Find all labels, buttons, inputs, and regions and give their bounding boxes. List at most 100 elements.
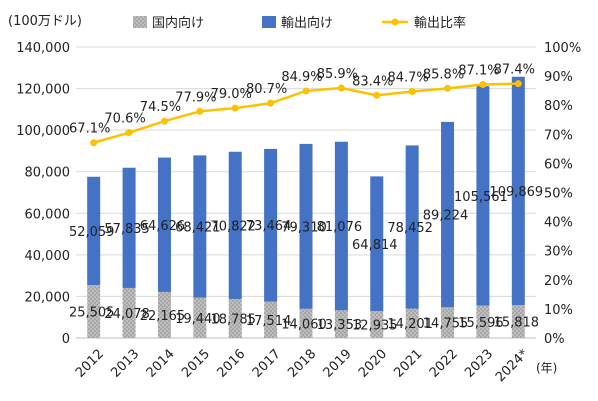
bar-domestic bbox=[264, 301, 278, 338]
data-label-domestic: 13,353 bbox=[317, 318, 363, 333]
data-label-ratio: 77.9% bbox=[175, 90, 216, 105]
data-labels: 25,505 52,059 67.1% 24,078 57,835 70.6% 22,165… bbox=[69, 63, 543, 334]
bar-export bbox=[122, 167, 136, 288]
data-label-export: 89,224 bbox=[423, 209, 469, 224]
y-left-tick-label: 80,000 bbox=[25, 166, 71, 181]
ratio-point bbox=[231, 104, 239, 112]
data-label-export: 52,059 bbox=[69, 225, 115, 240]
data-label-domestic: 12,935 bbox=[352, 319, 398, 334]
legend-label-export: 輸出向け bbox=[281, 15, 333, 31]
bar-domestic bbox=[441, 307, 455, 338]
y-left-tick-label: 100,000 bbox=[16, 124, 70, 139]
ratio-point bbox=[90, 139, 98, 147]
y-left-tick-label: 60,000 bbox=[25, 207, 71, 222]
right-axis: 0% 10% 20% 30% 40% 50% 60% 70% 80% 90% 100% bbox=[544, 41, 581, 347]
y-right-tick-label: 30% bbox=[544, 245, 573, 260]
data-label-export: 109,869 bbox=[489, 185, 543, 200]
x-tick-label: 2021 bbox=[391, 347, 425, 381]
ratio-point bbox=[125, 129, 133, 137]
data-label-export: 105,561 bbox=[454, 190, 508, 205]
ratio-point bbox=[302, 87, 310, 95]
bar-domestic bbox=[157, 291, 171, 338]
x-tick-label: 2020 bbox=[356, 347, 390, 381]
data-label-export: 79,310 bbox=[281, 220, 327, 235]
x-tick-label: 2012 bbox=[73, 347, 107, 381]
data-label-export: 64,626 bbox=[140, 219, 186, 234]
bar-export bbox=[87, 176, 101, 285]
bar-domestic bbox=[405, 308, 419, 338]
x-tick-label: 2019 bbox=[321, 347, 355, 381]
ratio-point bbox=[444, 84, 452, 92]
bar-export bbox=[511, 76, 525, 306]
x-tick-label: 2014 bbox=[144, 347, 178, 381]
ratio-point bbox=[408, 88, 416, 96]
bar-domestic bbox=[87, 284, 101, 338]
data-label-domestic: 18,785 bbox=[210, 312, 256, 327]
y-left-tick-label: 120,000 bbox=[16, 83, 70, 98]
bar-export bbox=[334, 141, 348, 311]
ratio-point bbox=[373, 91, 381, 99]
y-left-tick-label: 40,000 bbox=[25, 249, 71, 264]
data-label-ratio: 87.4% bbox=[494, 63, 535, 78]
data-label-ratio: 79.0% bbox=[211, 87, 252, 102]
y-right-tick-label: 60% bbox=[544, 157, 573, 172]
data-label-domestic: 14,201 bbox=[387, 317, 433, 332]
legend-swatch-domestic bbox=[133, 16, 147, 28]
x-tick-label: 2013 bbox=[108, 347, 142, 381]
data-label-domestic: 25,505 bbox=[69, 305, 115, 320]
data-label-domestic: 15,818 bbox=[494, 316, 540, 331]
y-right-tick-label: 80% bbox=[544, 99, 573, 114]
x-tick-label: 2022 bbox=[427, 347, 461, 381]
bar-export bbox=[264, 148, 278, 302]
data-label-export: 68,421 bbox=[175, 220, 221, 235]
x-axis: 2012 2013 2014 2015 2016 2017 2018 2019 2020 2021… bbox=[73, 346, 532, 385]
ratio-point bbox=[160, 117, 168, 125]
x-tick-label: 2016 bbox=[214, 347, 248, 381]
ratio-point bbox=[196, 107, 204, 115]
x-unit-label: (年) bbox=[536, 361, 557, 375]
bar-domestic bbox=[228, 298, 242, 338]
legend: 国内向け 輸出向け 輸出比率 bbox=[133, 15, 466, 31]
x-tick-label: 2024* bbox=[493, 346, 532, 385]
legend-label-domestic: 国内向け bbox=[152, 15, 204, 31]
bar-domestic bbox=[370, 311, 384, 338]
data-label-domestic: 22,165 bbox=[140, 309, 186, 324]
y-right-tick-label: 20% bbox=[544, 274, 573, 289]
data-label-domestic: 24,078 bbox=[104, 307, 150, 322]
data-label-ratio: 70.6% bbox=[104, 112, 145, 127]
data-label-domestic: 14,755 bbox=[423, 317, 469, 332]
ratio-point bbox=[514, 80, 522, 88]
x-tick-label: 2018 bbox=[285, 347, 319, 381]
bar-domestic bbox=[193, 297, 207, 338]
data-label-ratio: 84.7% bbox=[387, 71, 428, 86]
data-label-ratio: 80.7% bbox=[246, 82, 287, 97]
bar-export bbox=[228, 151, 242, 299]
data-label-export: 73,464 bbox=[246, 219, 292, 234]
bar-export bbox=[299, 143, 313, 309]
bar-domestic bbox=[476, 305, 490, 338]
ratio-point bbox=[267, 99, 275, 107]
data-label-ratio: 85.8% bbox=[423, 67, 464, 82]
bar-export bbox=[157, 157, 171, 292]
data-label-ratio: 87.1% bbox=[458, 64, 499, 79]
data-label-ratio: 74.5% bbox=[140, 100, 181, 115]
y-right-tick-label: 100% bbox=[544, 41, 581, 56]
bar-export bbox=[193, 155, 207, 298]
bar-export bbox=[370, 176, 384, 312]
y-left-unit-label: (100万ドル) bbox=[8, 14, 82, 29]
x-tick-label: 2017 bbox=[250, 347, 284, 381]
x-tick-label: 2023 bbox=[462, 347, 496, 381]
y-left-tick-label: 0 bbox=[62, 332, 70, 347]
y-right-tick-label: 10% bbox=[544, 303, 573, 318]
ratio-point bbox=[337, 84, 345, 92]
data-label-ratio: 84.9% bbox=[281, 70, 322, 85]
data-label-export: 57,835 bbox=[104, 222, 150, 237]
bar-domestic bbox=[511, 305, 525, 338]
data-label-domestic: 19,440 bbox=[175, 312, 221, 327]
bar-domestic bbox=[122, 287, 136, 338]
data-label-export: 70,822 bbox=[210, 219, 256, 234]
x-tick-label: 2015 bbox=[179, 347, 213, 381]
bar-export bbox=[405, 145, 419, 309]
data-label-domestic: 14,060 bbox=[281, 317, 327, 332]
